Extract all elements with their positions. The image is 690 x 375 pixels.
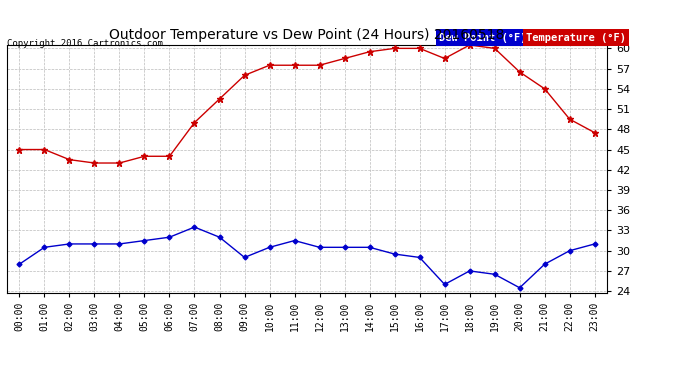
Text: Temperature (°F): Temperature (°F)	[526, 33, 626, 42]
Text: Dew Point (°F): Dew Point (°F)	[439, 33, 526, 42]
Title: Outdoor Temperature vs Dew Point (24 Hours) 20160518: Outdoor Temperature vs Dew Point (24 Hou…	[109, 28, 505, 42]
Text: Copyright 2016 Cartronics.com: Copyright 2016 Cartronics.com	[7, 39, 163, 48]
